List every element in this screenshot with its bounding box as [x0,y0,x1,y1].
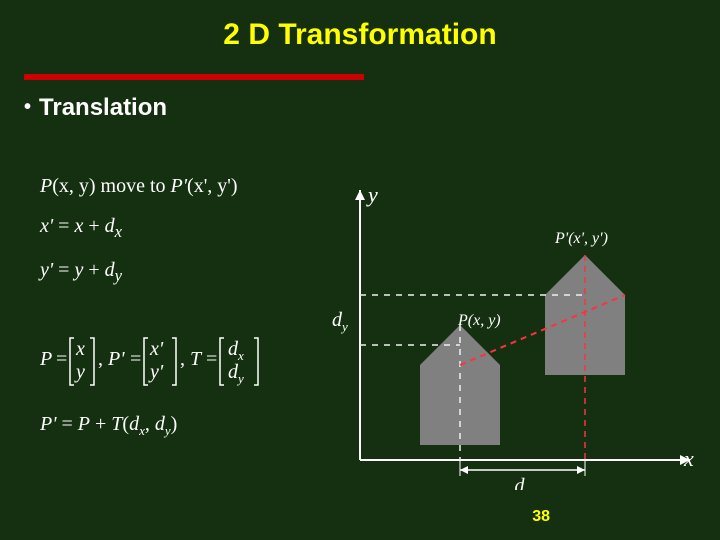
f1-Pp: P' [171,175,188,197]
svg-text:dy: dy [332,309,348,334]
f3-eq: = [53,259,74,281]
matrices-block: P = x y , P' = x' y' , T = dx dy P' = P … [40,330,320,465]
f1-args1: (x, y) [52,175,95,197]
formula-yprime: y' = y + dy [40,254,238,290]
formula-move: P(x, y) move to P'(x', y') [40,170,238,202]
svg-text:dx: dx [228,338,244,363]
formulas-block: P(x, y) move to P'(x', y') x' = x + dx y… [40,230,238,297]
f1-P: P [40,175,52,197]
svg-text:y: y [366,182,378,207]
svg-text:P' = P + T(dx, dy): P' = P + T(dx, dy) [40,413,177,438]
f1-mid: move to [96,175,171,197]
f3-lhs: y' [40,259,53,281]
page-number: 38 [532,508,550,526]
svg-text:dx: dx [515,475,531,490]
f3-sub: y [115,266,122,285]
svg-text:,: , [98,348,103,370]
f3-d: d [105,259,115,281]
svg-text:x: x [75,338,85,360]
bullet-translation: • Translation [0,80,720,122]
f2-x: x [74,215,83,237]
svg-text:,: , [180,348,185,370]
bullet-dot: • [24,96,31,119]
f2-lhs: x' [40,215,53,237]
f2-d: d [105,215,115,237]
f2-plus: + [83,215,104,237]
formula-xprime: x' = x + dx [40,210,238,246]
f2-sub: x [115,222,122,241]
svg-text:y: y [74,361,85,383]
svg-text:P'(x', y'): P'(x', y') [554,230,608,247]
f3-y: y [74,259,83,281]
svg-text:P': P' [107,348,125,370]
f1-args2: (x', y') [187,175,238,197]
f2-eq: = [53,215,74,237]
svg-text:x': x' [149,338,164,360]
matrices-svg: P = x y , P' = x' y' , T = dx dy P' = P … [40,330,320,460]
svg-text:dy: dy [228,361,244,386]
translation-diagram: y x dy P'(x', y') P(x, y) dx [330,170,700,490]
bullet-text: Translation [39,94,167,121]
svg-text:=: = [206,348,217,370]
svg-text:=: = [130,348,141,370]
svg-text:T: T [190,348,203,370]
svg-text:x: x [683,446,694,471]
svg-text:=: = [56,348,67,370]
diagram-svg: y x dy P'(x', y') P(x, y) dx [330,170,700,490]
slide-title: 2 D Transformation [0,0,720,52]
f3-plus: + [83,259,104,281]
svg-text:P(x, y): P(x, y) [457,312,501,329]
svg-text:y': y' [148,361,164,383]
mat-P: P [40,348,52,370]
